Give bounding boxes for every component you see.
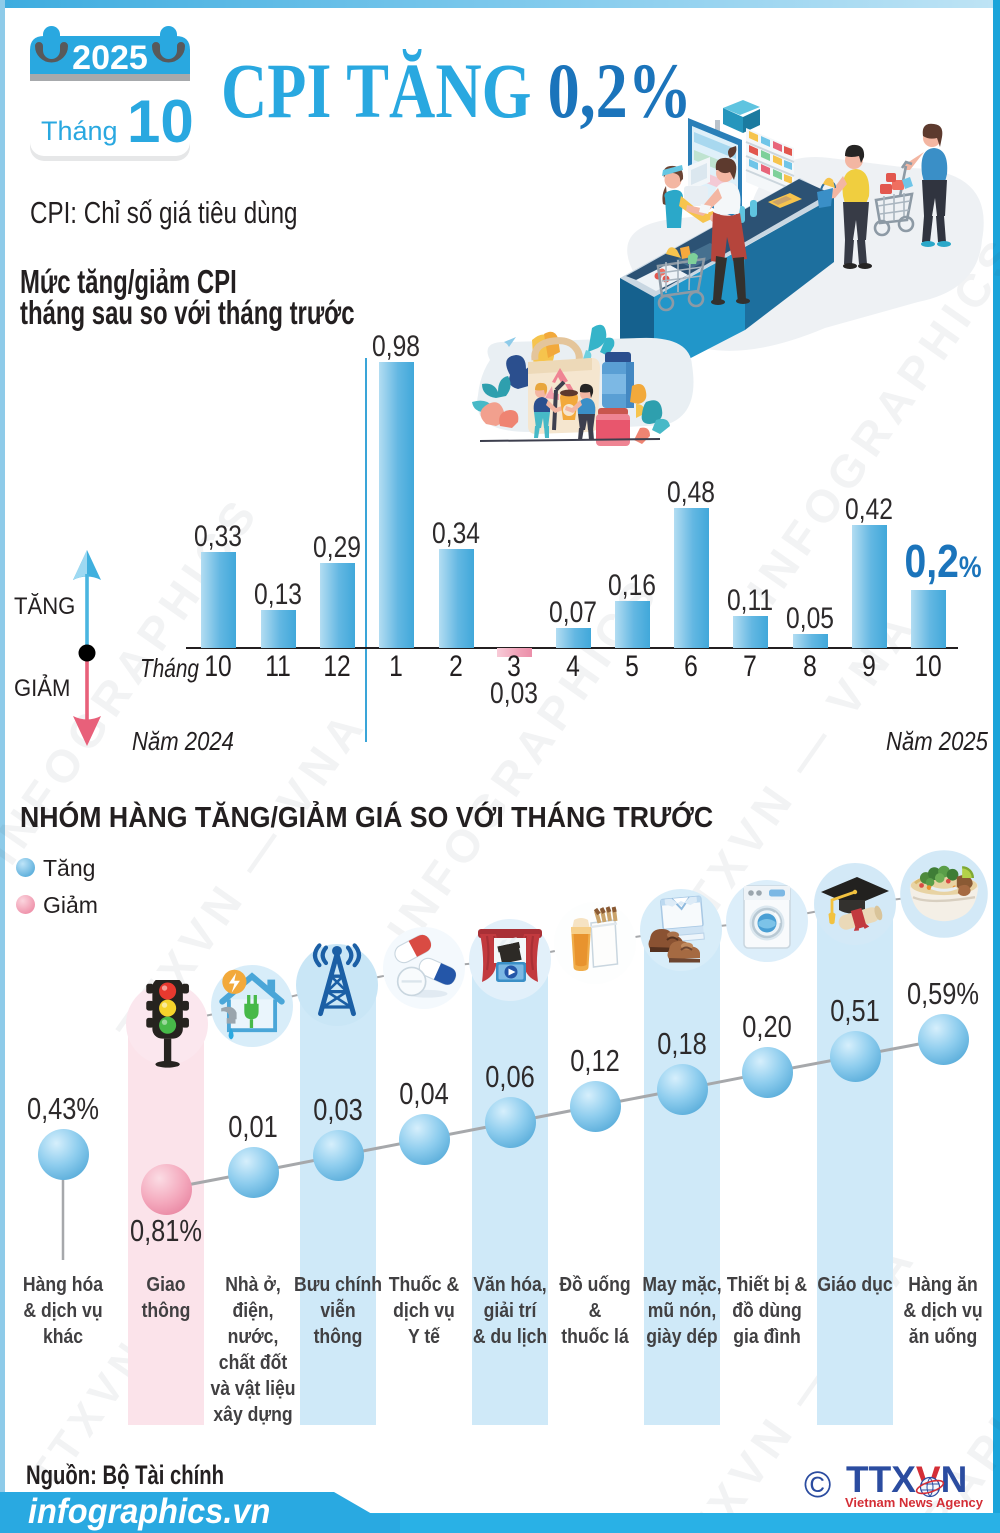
svg-text:Tháng: Tháng bbox=[41, 116, 118, 146]
svg-text:2025: 2025 bbox=[72, 39, 148, 77]
svg-text:10: 10 bbox=[127, 88, 192, 155]
